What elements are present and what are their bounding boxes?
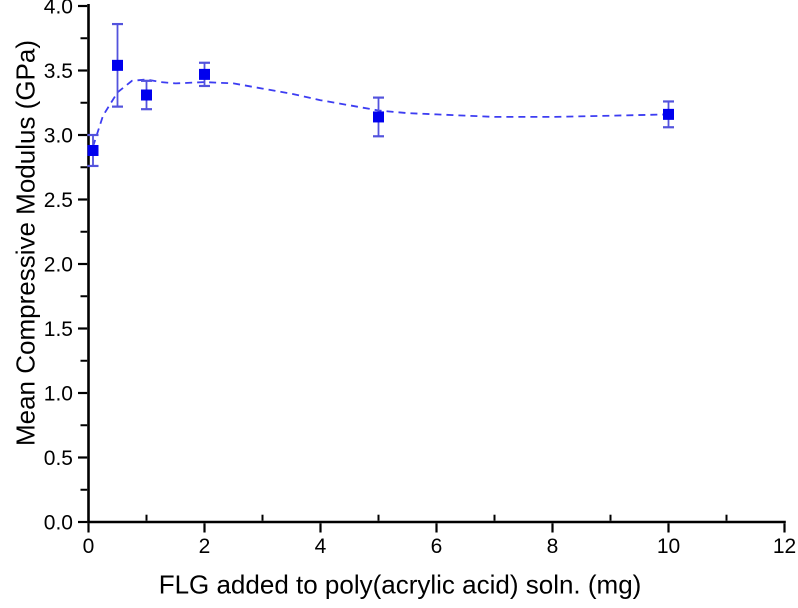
y-tick-label: 1.5 (44, 318, 73, 341)
y-tick-label: 0.0 (44, 512, 73, 535)
data-point-square-marker (87, 144, 99, 156)
y-tick-label: 4.0 (44, 0, 73, 19)
x-tick-label: 6 (431, 535, 443, 558)
x-tick-label: 4 (315, 535, 327, 558)
x-tick-label: 0 (83, 535, 95, 558)
data-point-square-marker (141, 89, 152, 101)
x-axis-title: FLG added to poly(acrylic acid) soln. (m… (158, 569, 642, 600)
x-tick-label: 12 (773, 535, 796, 558)
x-tick-label: 8 (547, 535, 559, 558)
y-tick-label: 3.0 (44, 125, 73, 148)
x-tick-label: 2 (199, 535, 211, 558)
data-point-square-marker (199, 68, 210, 80)
data-point-square-marker (373, 111, 384, 123)
y-tick-label: 0.5 (44, 447, 73, 470)
data-point-square-marker (663, 108, 674, 120)
y-tick-label: 2.5 (44, 189, 73, 212)
y-tick-label: 2.0 (44, 254, 73, 277)
y-axis-title: Mean Compressive Modulus (GPa) (10, 39, 41, 447)
fit-curve-dashed-line (92, 78, 669, 147)
y-tick-label: 1.0 (44, 383, 73, 406)
y-tick-label: 3.5 (44, 60, 73, 83)
data-point-square-marker (112, 59, 123, 71)
x-tick-label: 10 (657, 535, 680, 558)
